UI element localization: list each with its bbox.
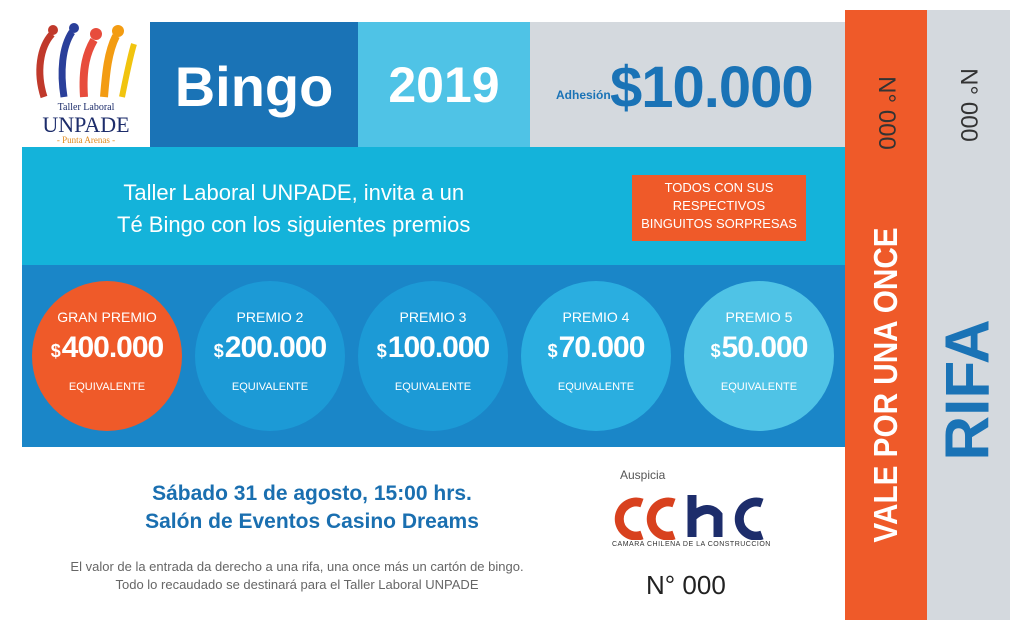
prize-name: PREMIO 5 [725,309,793,325]
logo: Taller Laboral UNPADE - Punta Arenas - [22,22,150,147]
logo-city: - Punta Arenas - [56,135,116,145]
prize-note: EQUIVALENTE [720,381,798,393]
prize: PREMIO 4 $70.000 EQUIVALENTE [521,281,671,431]
note-box: TODOS CON SUS RESPECTIVOS BINGUITOS SORP… [632,175,806,241]
prize-currency: $ [710,341,721,361]
prize-value: 200.000 [224,331,327,364]
fee-block: Adhesión $10.000 [530,22,845,147]
prize: PREMIO 2 $200.000 EQUIVALENTE [195,281,345,431]
event-venue: Salón de Eventos Casino Dreams [145,510,479,533]
stub-number: N° 000 [873,76,900,150]
title-block: Bingo [150,22,358,147]
event: Sábado 31 de agosto, 15:00 hrs. Salón de… [22,480,602,536]
prize-note: EQUIVALENTE [231,381,309,393]
prize-name: PREMIO 4 [562,309,630,325]
stub: N° 000 VALE POR UNA ONCE [845,10,927,620]
prize-currency: $ [376,341,387,361]
logo-figures [36,23,137,99]
prize-currency: $ [50,341,61,361]
prize-note: EQUIVALENTE [557,381,635,393]
prizes-band: GRAN PREMIO $400.000 EQUIVALENTE PREMIO 2 $2… [22,265,845,447]
invite-line: Té Bingo con los siguientes premios [117,212,471,237]
prize: GRAN PREMIO $400.000 EQUIVALENTE [32,281,182,431]
note-line: BINGUITOS SORPRESAS [641,216,797,231]
prize-value: 100.000 [387,331,490,364]
sponsor-logo [614,495,764,540]
prize-value: 400.000 [61,331,164,364]
invite-band: Taller Laboral UNPADE, invita a un Té Bi… [22,147,845,265]
fee: $10.000 [610,55,814,120]
raffle-title: RIFA [933,319,1003,461]
prize-note: EQUIVALENTE [68,381,146,393]
logo-line: Taller Laboral [57,102,115,113]
note-line: TODOS CON SUS [664,180,774,195]
fine-print-line: El valor de la entrada da derecho a una … [70,559,524,574]
prize-name: PREMIO 3 [399,309,467,325]
prize-currency: $ [213,341,224,361]
logo-name: UNPADE [42,112,130,137]
prize-value: 50.000 [721,331,809,364]
prize-amount: $200.000 [195,331,345,365]
invite-line: Taller Laboral UNPADE, invita a un [123,180,465,205]
raffle: N° 000 RIFA [927,10,1010,620]
prize-value: 70.000 [558,331,646,364]
prize: PREMIO 3 $100.000 EQUIVALENTE [358,281,508,431]
ticket-number: N° 000 [646,570,726,600]
raffle-number: N° 000 [955,68,982,142]
prize-currency: $ [547,341,558,361]
year: 2019 [388,57,500,113]
note-line: RESPECTIVOS [672,198,766,213]
prize-amount: $100.000 [358,331,508,365]
prize: PREMIO 5 $50.000 EQUIVALENTE [684,281,834,431]
fine-print: El valor de la entrada da derecho a una … [22,558,572,594]
prize-name: PREMIO 2 [236,309,304,325]
prize-amount: $70.000 [521,331,671,365]
prize-amount: $400.000 [32,331,182,365]
sponsor-name: CAMARA CHILENA DE LA CONSTRUCCION [612,541,771,548]
invite-text: Taller Laboral UNPADE, invita a un Té Bi… [117,177,470,241]
fee-label: Adhesión [556,88,611,102]
title: Bingo [174,55,334,118]
year-block: 2019 [358,22,530,147]
sponsor-label: Auspicia [620,468,666,482]
stub-title: VALE POR UNA ONCE [867,227,904,543]
prize-note: EQUIVALENTE [394,381,472,393]
prize-amount: $50.000 [684,331,834,365]
prize-name: GRAN PREMIO [57,309,157,325]
event-date: Sábado 31 de agosto, 15:00 hrs. [152,482,472,505]
fine-print-line: Todo lo recaudado se destinará para el T… [115,577,479,592]
